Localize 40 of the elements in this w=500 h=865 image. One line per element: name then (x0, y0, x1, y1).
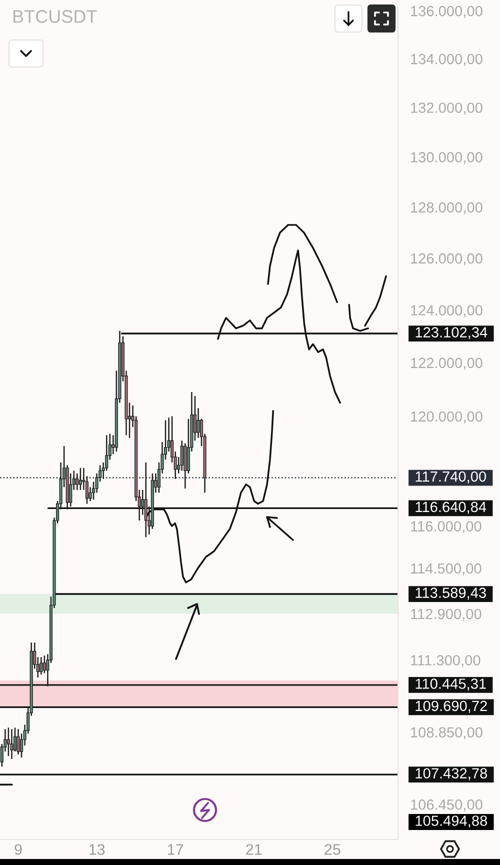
y-tick-label: 106.450,00 (411, 799, 482, 812)
candlestick (78, 467, 82, 491)
x-tick-label: 13 (89, 844, 105, 855)
data-label: 123.102,34 (416, 327, 488, 340)
candlestick (42, 655, 46, 674)
line-series (364, 275, 387, 327)
ref-line-label: 117.740,00 (416, 471, 486, 484)
y-tick-label: 116.000,00 (411, 521, 482, 534)
candlestick (196, 408, 200, 439)
y-tick-label: 122.000,00 (411, 358, 482, 370)
ref-line-label: 109.690,72 (416, 700, 487, 713)
candlestick (6, 727, 10, 757)
data-label: 113.589,43 (416, 588, 486, 600)
y-tick-label: 134.000,00 (411, 54, 482, 66)
chart-title: BTCUSDT (13, 10, 97, 23)
line-series (267, 224, 338, 304)
candlestick (10, 728, 14, 760)
y-tick-label: 128.000,00 (411, 202, 482, 214)
y-tick-label: 136.000,00 (411, 6, 482, 18)
candlestick (180, 440, 184, 472)
y-tick-label: 108.850,00 (411, 727, 482, 740)
candlestick (16, 728, 20, 756)
y-tick-label: 111.300,00 (411, 655, 480, 668)
text: 105.494,88 (416, 816, 488, 828)
x-tick-label: 21 (246, 844, 262, 855)
candlestick (40, 656, 43, 676)
y-tick-label: 132.000,00 (411, 102, 482, 115)
data-label: 116.640,84 (416, 502, 486, 514)
y-tick-label: 120.000,00 (411, 411, 482, 424)
candlestick (144, 462, 148, 538)
x-tick-label: 9 (14, 844, 22, 855)
ref-line-label: 107.432,78 (416, 768, 488, 780)
x-tick-label: 25 (324, 844, 340, 855)
ref-line-label: 110.445,31 (416, 678, 486, 691)
y-tick-label: 112.900,00 (411, 608, 482, 621)
y-tick-label: 114.500,00 (411, 563, 482, 576)
y-tick-label: 126.000,00 (411, 253, 482, 266)
y-tick-label: 124.000,00 (411, 305, 482, 318)
y-tick-label: 130.000,00 (411, 152, 482, 164)
x-tick-label: 17 (168, 844, 184, 855)
